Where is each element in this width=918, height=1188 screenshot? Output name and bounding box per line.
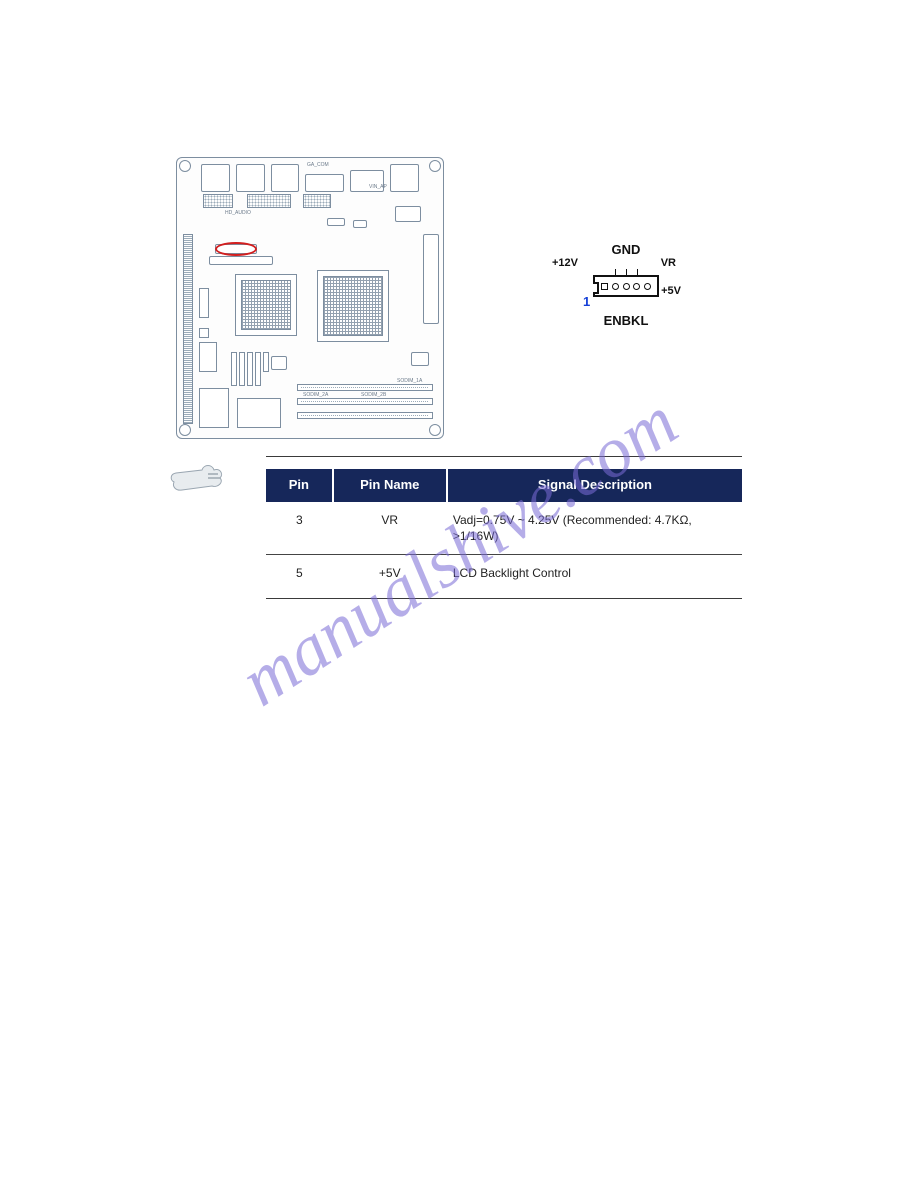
header	[263, 352, 269, 372]
atx-power-24p	[423, 234, 439, 324]
th-desc: Signal Description	[447, 469, 742, 502]
header	[353, 220, 367, 228]
connector-pins	[601, 282, 651, 290]
fan-header	[411, 352, 429, 366]
io-port	[201, 164, 230, 192]
pad-grid	[247, 194, 291, 208]
pinout-table: Pin Pin Name Signal Description 3 VR Vad…	[266, 456, 742, 599]
label-vr: VR	[661, 257, 676, 269]
cell-desc: LCD Backlight Control	[447, 555, 742, 592]
label-sodim-2a: SODIM_2A	[303, 392, 328, 398]
label-5v: +5V	[661, 285, 681, 297]
io-port	[236, 164, 265, 192]
table-header-row: Pin Pin Name Signal Description	[266, 469, 742, 502]
cell-desc: Vadj=0.75V ~ 4.25V (Recommended: 4.7KΩ, …	[447, 502, 742, 555]
pinout-diagram: GND +12V VR 1 +5V ENBKL	[556, 242, 696, 328]
label-enbkl: ENBKL	[556, 313, 696, 328]
pin-bank	[199, 328, 209, 338]
header	[231, 352, 237, 386]
cell-name: VR	[333, 502, 447, 555]
sodim-slot	[297, 398, 433, 405]
connector-box: 1 +5V	[593, 275, 659, 297]
front-panel-block	[237, 398, 281, 428]
header	[247, 352, 253, 386]
pin-2	[612, 283, 619, 290]
label-sodim-2b: SODIM_2B	[361, 392, 386, 398]
pad-grid	[303, 194, 331, 208]
cpu-socket	[235, 274, 297, 336]
io-port	[271, 164, 300, 192]
cell-pin: 5	[266, 555, 333, 592]
mounting-hole	[429, 424, 441, 436]
label-gnd: GND	[612, 242, 641, 257]
lvds-connector	[209, 256, 273, 265]
cell-name: +5V	[333, 555, 447, 592]
cell-pin: 3	[266, 502, 333, 555]
header	[255, 352, 261, 386]
chip-die	[323, 276, 383, 336]
table-row: 3 VR Vadj=0.75V ~ 4.25V (Recommended: 4.…	[266, 502, 742, 555]
pinout-top-labels: GND +12V VR	[556, 242, 696, 257]
page-root: GA_COM VIN_AP HD_AUDIO	[0, 0, 918, 1188]
edge-connector	[183, 234, 193, 424]
header	[239, 352, 245, 386]
atx-power-block	[395, 206, 421, 222]
pin-4	[633, 283, 640, 290]
small-ic	[271, 356, 287, 370]
pad-grid	[203, 194, 233, 208]
mounting-hole	[179, 160, 191, 172]
io-port	[305, 174, 343, 192]
label-vin-ap: VIN_AP	[369, 184, 387, 190]
pinout-table-inner: Pin Pin Name Signal Description 3 VR Vad…	[266, 469, 742, 592]
connector-notch	[593, 282, 599, 294]
sodim-slot	[297, 412, 433, 419]
pin-bank	[199, 288, 209, 318]
note-hand-icon	[168, 460, 228, 494]
label-sodim-1a: SODIM_1A	[397, 378, 422, 384]
header	[327, 218, 345, 226]
front-panel-block	[199, 388, 229, 428]
mounting-hole	[179, 424, 191, 436]
motherboard-diagram: GA_COM VIN_AP HD_AUDIO	[176, 157, 444, 439]
th-name: Pin Name	[333, 469, 447, 502]
table-row: 5 +5V LCD Backlight Control	[266, 555, 742, 592]
chip-die	[241, 280, 291, 330]
sodim-slot	[297, 384, 433, 391]
pin-5	[644, 283, 651, 290]
th-pin: Pin	[266, 469, 333, 502]
chipset	[317, 270, 389, 342]
label-ga-com: GA_COM	[307, 162, 329, 168]
highlight-oval	[215, 242, 257, 256]
pin-1	[601, 283, 608, 290]
label-hd-aud: HD_AUDIO	[225, 210, 251, 216]
pin-3	[623, 283, 630, 290]
sata-ports	[199, 342, 217, 372]
label-pin1: 1	[583, 294, 590, 309]
label-12v: +12V	[552, 257, 578, 269]
io-port	[390, 164, 419, 192]
mounting-hole	[429, 160, 441, 172]
